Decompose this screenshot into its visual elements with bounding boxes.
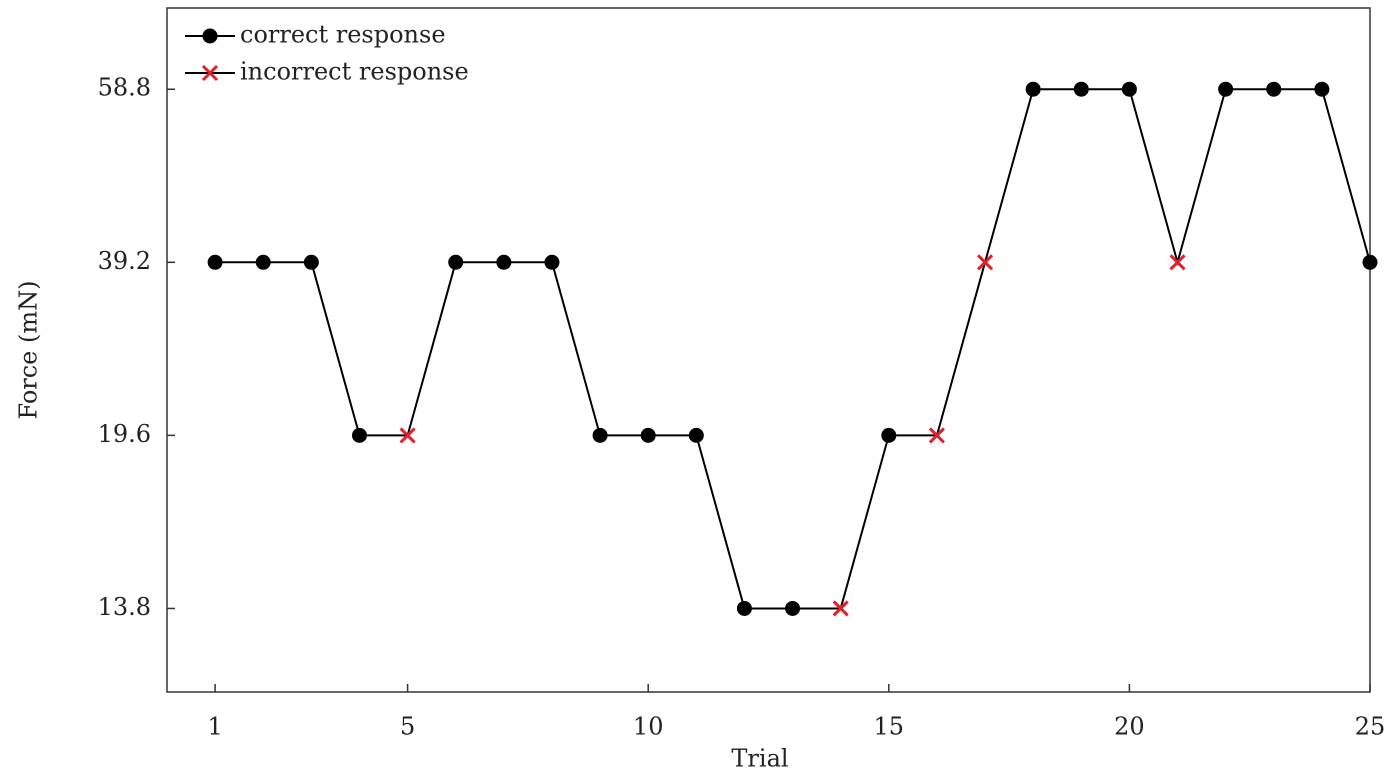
marker-dot bbox=[1362, 254, 1378, 270]
marker-dot bbox=[592, 427, 608, 443]
marker-x bbox=[399, 427, 416, 444]
marker-dot bbox=[1266, 81, 1282, 97]
marker-dot bbox=[1025, 81, 1041, 97]
y-tick-label: 39.2 bbox=[98, 247, 151, 275]
marker-x bbox=[832, 600, 849, 617]
line bbox=[215, 88, 1371, 610]
plot-frame bbox=[166, 7, 1371, 693]
legend-label: incorrect response bbox=[240, 58, 469, 86]
marker-dot bbox=[255, 254, 271, 270]
marker-dot bbox=[688, 427, 704, 443]
marker-dot bbox=[303, 254, 319, 270]
legend-marker bbox=[202, 28, 218, 44]
legend-marker bbox=[201, 64, 219, 82]
marker-dot bbox=[1314, 81, 1330, 97]
marker-x bbox=[976, 254, 994, 271]
legend-label: correct response bbox=[240, 21, 446, 49]
marker-dot bbox=[736, 600, 752, 616]
marker-dot bbox=[207, 254, 223, 270]
y-tick-label: 13.8 bbox=[98, 593, 151, 621]
marker-dot bbox=[496, 254, 512, 270]
marker-x bbox=[928, 427, 945, 444]
marker-x bbox=[1169, 254, 1186, 271]
marker-dot bbox=[1121, 81, 1137, 97]
marker-dot bbox=[640, 427, 656, 443]
marker-dot bbox=[448, 254, 464, 270]
marker-dot bbox=[881, 427, 897, 443]
x-tick-label: 5 bbox=[400, 713, 415, 741]
marker-dot bbox=[785, 600, 801, 616]
x-tick-label: 1 bbox=[207, 713, 222, 741]
marker-dot bbox=[351, 427, 367, 443]
marker-dot bbox=[1218, 81, 1234, 97]
x-tick-label: 15 bbox=[874, 713, 905, 741]
x-tick-label: 10 bbox=[633, 713, 664, 741]
x-tick-label: 20 bbox=[1114, 713, 1145, 741]
x-axis-label: Trial bbox=[731, 745, 788, 773]
y-tick-label: 19.6 bbox=[98, 420, 151, 448]
y-axis-label: Force (mN) bbox=[15, 280, 43, 419]
marker-dot bbox=[544, 254, 560, 270]
y-tick-label: 58.8 bbox=[98, 74, 151, 102]
x-tick-label: 25 bbox=[1355, 713, 1386, 741]
marker-dot bbox=[1073, 81, 1089, 97]
